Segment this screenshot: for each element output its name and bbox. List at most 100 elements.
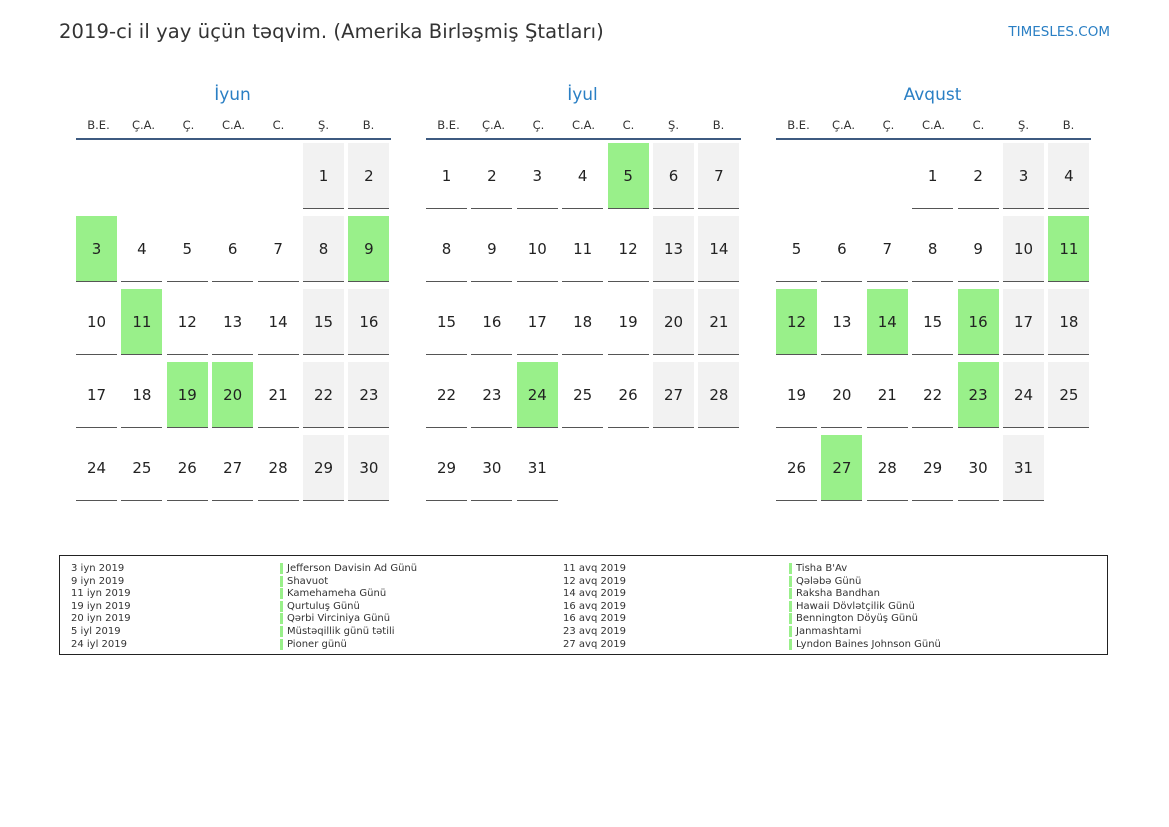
site-link[interactable]: TIMESLES.COM bbox=[1008, 24, 1110, 40]
legend-holiday-label: Hawaii Dövlətçilik Günü bbox=[789, 600, 915, 612]
weekday-label: C.A. bbox=[221, 118, 245, 132]
day-cell[interactable]: 12 bbox=[776, 289, 817, 355]
day-cell[interactable]: 13 bbox=[653, 216, 694, 282]
day-cell[interactable]: 12 bbox=[166, 289, 208, 355]
month-name: Avqust bbox=[903, 85, 962, 105]
day-cell[interactable]: 25 bbox=[562, 362, 604, 428]
day-cell[interactable]: 27 bbox=[653, 362, 694, 428]
day-cell[interactable]: 28 bbox=[866, 435, 908, 501]
day-cell[interactable]: 26 bbox=[166, 435, 208, 501]
day-cell[interactable]: 3 bbox=[1003, 143, 1044, 209]
day-cell[interactable]: 29 bbox=[303, 435, 344, 501]
day-cell[interactable]: 24 bbox=[1003, 362, 1044, 428]
day-cell[interactable]: 1 bbox=[303, 143, 344, 209]
day-cell[interactable]: 15 bbox=[912, 289, 954, 355]
day-cell[interactable]: 31 bbox=[516, 435, 558, 501]
day-cell[interactable]: 2 bbox=[471, 143, 513, 209]
legend-holiday-label: Qurtuluş Günü bbox=[280, 600, 360, 612]
day-cell[interactable]: 13 bbox=[821, 289, 863, 355]
day-cell[interactable]: 29 bbox=[426, 435, 467, 501]
day-cell[interactable]: 13 bbox=[212, 289, 254, 355]
day-cell[interactable]: 24 bbox=[516, 362, 558, 428]
day-cell[interactable]: 17 bbox=[516, 289, 558, 355]
day-cell[interactable]: 27 bbox=[212, 435, 254, 501]
day-cell[interactable]: 14 bbox=[257, 289, 299, 355]
day-cell[interactable]: 21 bbox=[698, 289, 740, 355]
day-cell[interactable]: 4 bbox=[562, 143, 604, 209]
day-cell[interactable]: 30 bbox=[348, 435, 390, 501]
day-cell[interactable]: 18 bbox=[121, 362, 163, 428]
day-cell[interactable]: 7 bbox=[698, 143, 740, 209]
day-cell[interactable]: 23 bbox=[957, 362, 999, 428]
day-cell[interactable]: 2 bbox=[348, 143, 390, 209]
day-cell[interactable]: 16 bbox=[471, 289, 513, 355]
day-cell[interactable]: 12 bbox=[607, 216, 649, 282]
day-cell[interactable]: 15 bbox=[426, 289, 467, 355]
day-cell[interactable]: 21 bbox=[257, 362, 299, 428]
day-cell[interactable]: 28 bbox=[698, 362, 740, 428]
day-cell[interactable]: 30 bbox=[957, 435, 999, 501]
day-cell[interactable]: 14 bbox=[698, 216, 740, 282]
day-cell[interactable]: 19 bbox=[776, 362, 817, 428]
day-cell[interactable]: 15 bbox=[303, 289, 344, 355]
day-cell[interactable]: 10 bbox=[76, 289, 117, 355]
day-cell[interactable]: 16 bbox=[957, 289, 999, 355]
day-cell[interactable]: 7 bbox=[866, 216, 908, 282]
day-cell[interactable]: 31 bbox=[1003, 435, 1044, 501]
day-cell[interactable]: 22 bbox=[426, 362, 467, 428]
weekday-label: Ç. bbox=[532, 118, 545, 132]
day-cell[interactable]: 19 bbox=[166, 362, 208, 428]
day-cell[interactable]: 4 bbox=[1048, 143, 1090, 209]
day-cell[interactable]: 19 bbox=[607, 289, 649, 355]
day-cell[interactable]: 17 bbox=[1003, 289, 1044, 355]
day-cell[interactable]: 10 bbox=[516, 216, 558, 282]
day-cell[interactable]: 20 bbox=[212, 362, 254, 428]
day-cell[interactable]: 29 bbox=[912, 435, 954, 501]
day-cell[interactable]: 6 bbox=[821, 216, 863, 282]
day-cell[interactable]: 9 bbox=[471, 216, 513, 282]
day-cell[interactable]: 10 bbox=[1003, 216, 1044, 282]
day-cell[interactable]: 5 bbox=[166, 216, 208, 282]
day-cell[interactable]: 18 bbox=[1048, 289, 1090, 355]
day-cell[interactable]: 9 bbox=[348, 216, 390, 282]
day-cell[interactable]: 1 bbox=[912, 143, 954, 209]
weekday-label: C. bbox=[272, 118, 285, 132]
day-cell[interactable]: 28 bbox=[257, 435, 299, 501]
day-cell[interactable]: 4 bbox=[121, 216, 163, 282]
day-cell[interactable]: 5 bbox=[776, 216, 817, 282]
day-cell[interactable]: 25 bbox=[1048, 362, 1090, 428]
day-cell[interactable]: 6 bbox=[212, 216, 254, 282]
day-cell[interactable]: 8 bbox=[912, 216, 954, 282]
day-cell[interactable]: 27 bbox=[821, 435, 863, 501]
day-cell[interactable]: 18 bbox=[562, 289, 604, 355]
day-cell[interactable]: 22 bbox=[303, 362, 344, 428]
day-cell[interactable]: 6 bbox=[653, 143, 694, 209]
day-cell[interactable]: 8 bbox=[426, 216, 467, 282]
day-cell[interactable]: 5 bbox=[607, 143, 649, 209]
day-cell[interactable]: 22 bbox=[912, 362, 954, 428]
day-cell[interactable]: 14 bbox=[866, 289, 908, 355]
day-cell[interactable]: 9 bbox=[957, 216, 999, 282]
day-cell[interactable]: 3 bbox=[516, 143, 558, 209]
day-cell[interactable]: 11 bbox=[121, 289, 163, 355]
day-cell[interactable]: 17 bbox=[76, 362, 117, 428]
day-cell[interactable]: 2 bbox=[957, 143, 999, 209]
day-cell[interactable]: 3 bbox=[76, 216, 117, 282]
day-cell[interactable]: 11 bbox=[1048, 216, 1090, 282]
day-cell[interactable]: 23 bbox=[471, 362, 513, 428]
legend-holiday-name: Jefferson Davisin Ad Günü bbox=[280, 563, 418, 576]
day-cell[interactable]: 11 bbox=[562, 216, 604, 282]
day-cell[interactable]: 24 bbox=[76, 435, 117, 501]
day-cell[interactable]: 16 bbox=[348, 289, 390, 355]
day-cell[interactable]: 23 bbox=[348, 362, 390, 428]
day-cell[interactable]: 30 bbox=[471, 435, 513, 501]
day-cell[interactable]: 26 bbox=[607, 362, 649, 428]
day-cell[interactable]: 25 bbox=[121, 435, 163, 501]
day-cell[interactable]: 8 bbox=[303, 216, 344, 282]
day-cell[interactable]: 21 bbox=[866, 362, 908, 428]
day-cell[interactable]: 20 bbox=[821, 362, 863, 428]
day-cell[interactable]: 26 bbox=[776, 435, 817, 501]
day-cell[interactable]: 7 bbox=[257, 216, 299, 282]
day-cell[interactable]: 1 bbox=[426, 143, 467, 209]
day-cell[interactable]: 20 bbox=[653, 289, 694, 355]
